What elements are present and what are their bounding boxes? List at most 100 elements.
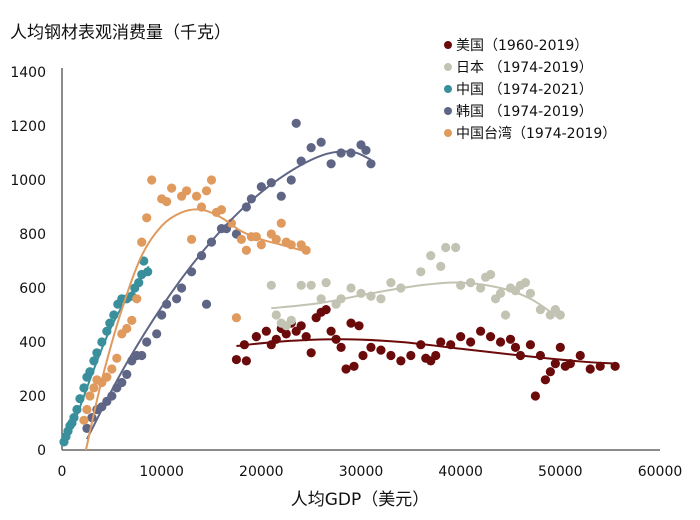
trend-line-0 <box>236 338 616 365</box>
data-point <box>466 337 476 347</box>
data-point <box>152 329 162 339</box>
y-tick-label: 400 <box>19 335 46 351</box>
data-point <box>426 251 436 261</box>
data-point <box>266 280 276 290</box>
data-point <box>79 415 89 425</box>
data-point <box>346 318 356 328</box>
data-point <box>177 283 187 293</box>
data-point <box>451 242 461 253</box>
data-point <box>321 305 331 315</box>
data-point <box>416 267 426 277</box>
data-point <box>456 332 466 342</box>
data-point <box>286 315 296 325</box>
data-point <box>102 372 112 382</box>
trend-line-2 <box>63 265 150 445</box>
data-point <box>336 148 346 158</box>
data-point <box>296 321 306 331</box>
data-point <box>358 350 368 361</box>
legend-label: 日本 （1974-2019） <box>456 60 593 76</box>
y-tick-label: 200 <box>19 389 46 405</box>
x-tick-label: 40000 <box>438 464 483 480</box>
axes: 0 200 400 600 800 1000 1200 1400 0 10000 20000 3000… <box>10 65 682 480</box>
data-point <box>321 278 331 288</box>
data-point <box>157 310 167 320</box>
data-point <box>89 383 99 393</box>
data-point <box>127 315 137 325</box>
data-point <box>366 342 376 352</box>
data-point <box>510 342 521 352</box>
data-point <box>271 310 281 320</box>
data-point <box>555 342 565 352</box>
x-tick-label: 60000 <box>638 464 683 480</box>
data-point <box>132 294 142 304</box>
data-point <box>441 242 451 253</box>
data-point <box>172 294 182 304</box>
data-point <box>143 267 153 277</box>
y-tick-label: 1400 <box>10 65 46 81</box>
data-point <box>316 294 326 304</box>
data-point <box>485 332 496 342</box>
data-point <box>112 353 122 363</box>
plot-area <box>59 118 620 451</box>
data-point <box>256 240 266 250</box>
legend-label: 韩国 （1974-2019） <box>456 104 593 120</box>
data-point <box>349 361 359 371</box>
data-point <box>271 234 281 244</box>
data-point <box>550 359 560 369</box>
data-point <box>122 369 132 379</box>
trend-line-1 <box>271 281 561 320</box>
y-axis-title: 人均钢材表观消费量（千克） <box>10 23 231 43</box>
data-point <box>495 337 506 347</box>
data-point <box>139 256 149 266</box>
data-point <box>241 245 251 255</box>
data-point <box>354 321 364 331</box>
y-tick-label: 1000 <box>10 173 46 189</box>
y-tick-label: 1200 <box>10 119 46 135</box>
data-point <box>276 218 286 228</box>
data-point <box>406 350 416 361</box>
series-3 <box>82 118 376 433</box>
data-point <box>386 350 396 361</box>
data-point <box>137 350 147 361</box>
data-point <box>386 278 396 288</box>
data-point <box>85 391 95 401</box>
legend-marker <box>444 63 452 71</box>
data-point <box>326 159 336 169</box>
data-point <box>341 364 351 374</box>
data-point <box>306 280 316 290</box>
x-tick-label: 50000 <box>538 464 583 480</box>
data-point <box>231 354 242 365</box>
data-point <box>186 234 197 244</box>
data-point <box>436 261 446 271</box>
data-point <box>376 345 386 355</box>
data-point <box>301 332 311 342</box>
legend-marker <box>444 41 452 49</box>
data-point <box>376 294 386 304</box>
data-point <box>251 332 261 342</box>
data-point <box>296 280 306 290</box>
data-point <box>142 213 152 223</box>
data-point <box>530 391 541 401</box>
legend-label: 中国 （1974-2021） <box>456 82 593 98</box>
data-point <box>147 175 157 185</box>
data-point <box>137 237 147 247</box>
data-point <box>241 202 251 212</box>
y-tick-label: 800 <box>19 227 46 243</box>
data-point <box>206 175 217 185</box>
data-point <box>261 326 271 336</box>
data-point <box>216 205 227 215</box>
data-point <box>585 364 595 374</box>
data-point <box>431 350 441 361</box>
data-point <box>231 313 242 323</box>
data-point <box>181 186 192 196</box>
x-tick-label: 20000 <box>239 464 284 480</box>
data-point <box>336 342 346 352</box>
data-point <box>107 364 117 374</box>
data-point <box>281 329 291 339</box>
legend-marker <box>444 129 452 137</box>
data-point <box>495 288 506 298</box>
data-point <box>306 348 316 358</box>
data-point <box>246 194 256 204</box>
data-point <box>162 197 172 207</box>
